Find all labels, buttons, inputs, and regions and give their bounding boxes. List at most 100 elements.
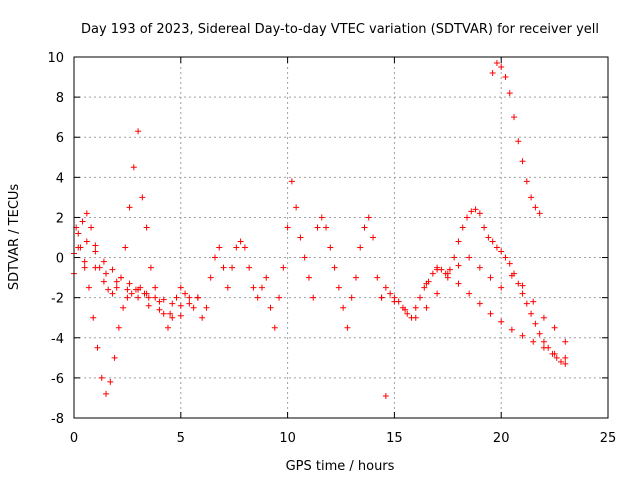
data-point (493, 244, 500, 251)
data-point (476, 210, 483, 217)
data-point (348, 294, 355, 301)
data-point (528, 194, 535, 201)
data-point (152, 294, 159, 301)
data-point (464, 214, 471, 221)
data-point (115, 324, 122, 331)
data-point (327, 244, 334, 251)
data-point (88, 224, 95, 231)
data-point (139, 194, 146, 201)
data-point (152, 284, 159, 291)
data-point (190, 304, 197, 311)
data-point (374, 274, 381, 281)
y-tick-label: 4 (56, 171, 64, 186)
data-point (113, 278, 120, 285)
chart-title: Day 193 of 2023, Sidereal Day-to-day VTE… (81, 22, 599, 37)
data-point (94, 344, 101, 351)
tick-labels: 0 5 10 15 20 25 -8 -6 -4 -2 0 2 4 6 8 10 (47, 51, 616, 446)
data-point (267, 304, 274, 311)
data-point (160, 310, 167, 317)
data-point (459, 224, 466, 231)
data-point (229, 264, 236, 271)
data-point (126, 204, 133, 211)
x-axis-label: GPS time / hours (286, 459, 395, 474)
data-point (466, 290, 473, 297)
data-point (506, 260, 513, 267)
data-point (551, 324, 558, 331)
data-point (98, 374, 105, 381)
data-point (164, 324, 171, 331)
data-point (85, 284, 92, 291)
data-point (553, 354, 560, 361)
data-point (506, 90, 513, 97)
data-point (156, 306, 163, 313)
data-point (113, 284, 120, 291)
data-point (92, 248, 99, 255)
y-tick-label: 8 (56, 91, 64, 106)
data-point (109, 266, 116, 273)
data-point (271, 324, 278, 331)
data-point (111, 354, 118, 361)
data-point (135, 128, 142, 135)
data-point (220, 264, 227, 271)
data-point (81, 264, 88, 271)
data-point (417, 294, 424, 301)
data-point (519, 290, 526, 297)
data-point (423, 304, 430, 311)
data-point (402, 306, 409, 313)
x-tick-label: 20 (493, 431, 510, 446)
data-point (263, 274, 270, 281)
data-point (117, 274, 124, 281)
data-point (498, 248, 505, 255)
data-point (502, 74, 509, 81)
data-point (301, 254, 308, 261)
data-point (519, 158, 526, 165)
data-point (135, 294, 142, 301)
data-point (182, 290, 189, 297)
data-point (92, 242, 99, 249)
data-point (540, 314, 547, 321)
data-point (489, 70, 496, 77)
data-point (365, 214, 372, 221)
data-point (314, 224, 321, 231)
data-point (562, 360, 569, 367)
y-tick-label: 0 (56, 252, 64, 267)
data-point (476, 264, 483, 271)
data-point (216, 244, 223, 251)
grid-lines (74, 57, 608, 418)
y-tick-label: -8 (51, 412, 64, 427)
data-point (498, 318, 505, 325)
data-point (203, 304, 210, 311)
data-point (515, 280, 522, 287)
data-point (511, 114, 518, 121)
data-point (487, 274, 494, 281)
data-point (455, 262, 462, 269)
data-point (331, 264, 338, 271)
data-point (167, 310, 174, 317)
data-point (540, 338, 547, 345)
data-point (143, 290, 150, 297)
data-point (429, 270, 436, 277)
data-point (293, 204, 300, 211)
data-point (487, 310, 494, 317)
data-point (382, 284, 389, 291)
y-tick-label: 10 (47, 51, 64, 66)
data-point (160, 296, 167, 303)
y-axis-label: SDTVAR / TECUs (7, 184, 22, 291)
data-point (135, 286, 142, 293)
data-point (472, 206, 479, 213)
data-point (211, 254, 218, 261)
data-point (493, 60, 500, 67)
y-tick-label: -6 (51, 372, 64, 387)
data-point (387, 290, 394, 297)
data-point (532, 320, 539, 327)
data-point (156, 298, 163, 305)
data-point (143, 224, 150, 231)
data-point (241, 244, 248, 251)
data-point (519, 282, 526, 289)
x-tick-label: 15 (386, 431, 403, 446)
data-point (562, 338, 569, 345)
data-point (310, 294, 317, 301)
data-point (423, 280, 430, 287)
data-point (530, 298, 537, 305)
data-point (105, 286, 112, 293)
